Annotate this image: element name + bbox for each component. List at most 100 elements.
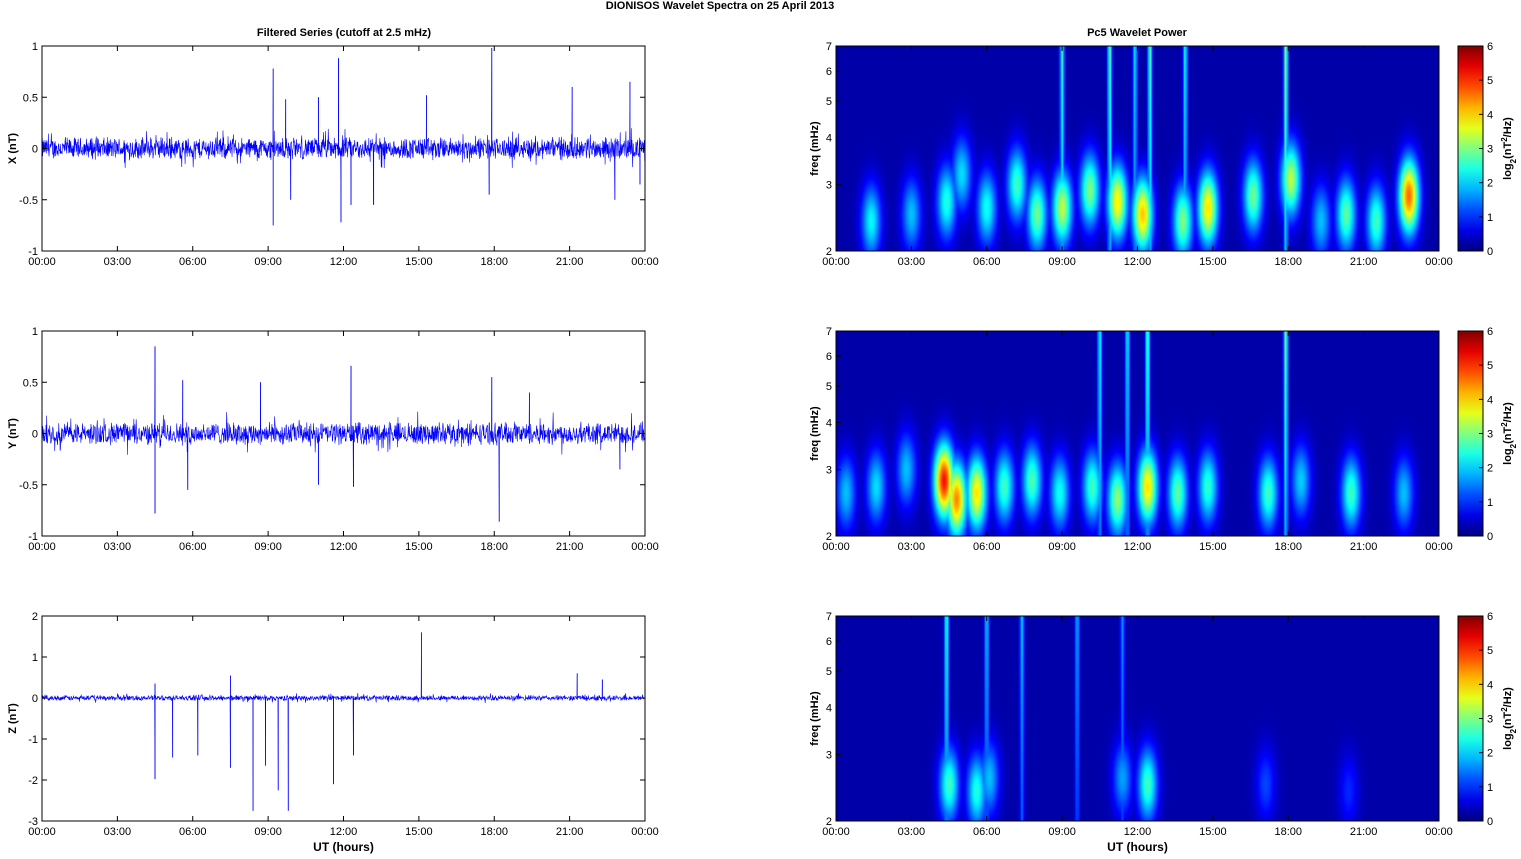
x-tick-label: 06:00 bbox=[179, 541, 207, 553]
x-tick-label: 09:00 bbox=[254, 256, 282, 268]
colorbar: 0 1 2 3 4 5 6 log2(nT2/Hz) bbox=[1457, 41, 1518, 258]
right-column-title: Pc5 Wavelet Power bbox=[1087, 27, 1188, 39]
x-tick-label: 21:00 bbox=[556, 541, 584, 553]
x-tick-label: 00:00 bbox=[28, 541, 56, 553]
x-tick-label: 15:00 bbox=[1199, 541, 1227, 553]
colorbar-gradient bbox=[1457, 615, 1484, 822]
colorbar: 0 1 2 3 4 5 6 log2(nT2/Hz) bbox=[1457, 326, 1518, 543]
series-panel-z: -3 -2 -1 0 1 2 00:00 03:00 06:00 09:00 12:00 15:00 1… bbox=[7, 611, 659, 854]
x-tick-label: 18:00 bbox=[1274, 256, 1302, 268]
x-tick-label: 06:00 bbox=[973, 826, 1001, 838]
y-tick-label: -0.5 bbox=[19, 195, 38, 207]
colorbar-tick-label: 1 bbox=[1487, 212, 1493, 224]
y-tick-label: -1 bbox=[28, 246, 38, 258]
x-tick-label: 09:00 bbox=[254, 541, 282, 553]
y-tick-label: 5 bbox=[826, 96, 832, 108]
series-panel-y: -1 -0.5 0 0.5 1 00:00 03:00 06:00 09:00 12:00 15:0… bbox=[7, 326, 659, 553]
y-axis-label: X (nT) bbox=[7, 133, 19, 164]
y-tick-label: 2 bbox=[32, 611, 38, 623]
x-tick-label: 15:00 bbox=[1199, 826, 1227, 838]
colorbar-gradient bbox=[1457, 330, 1484, 537]
x-axis-label: UT (hours) bbox=[313, 840, 374, 854]
y-tick-label: 0 bbox=[32, 429, 38, 441]
colorbar-tick-label: 0 bbox=[1487, 531, 1493, 543]
figure-title: DIONISOS Wavelet Spectra on 25 April 201… bbox=[606, 0, 834, 12]
y-tick-label: -0.5 bbox=[19, 480, 38, 492]
y-tick-label: 1 bbox=[32, 652, 38, 664]
y-tick-label: 7 bbox=[826, 326, 832, 338]
y-tick-label: 7 bbox=[826, 41, 832, 53]
x-tick-label: 09:00 bbox=[1048, 256, 1076, 268]
series-line-y bbox=[41, 346, 646, 522]
x-tick-label: 15:00 bbox=[1199, 256, 1227, 268]
y-tick-label: 4 bbox=[826, 133, 832, 145]
colorbar-label: log2(nT2/Hz) bbox=[1500, 117, 1518, 180]
colorbar-tick-label: 2 bbox=[1487, 463, 1493, 475]
y-tick-label: 3 bbox=[826, 750, 832, 762]
x-tick-label: 03:00 bbox=[104, 826, 132, 838]
y-axis-label: Z (nT) bbox=[7, 703, 19, 734]
colorbar-tick-label: 5 bbox=[1487, 75, 1493, 87]
colorbar-tick-label: 2 bbox=[1487, 178, 1493, 190]
colorbar-label: log2(nT2/Hz) bbox=[1500, 402, 1518, 465]
colorbar-tick-label: 3 bbox=[1487, 429, 1493, 441]
x-tick-label: 21:00 bbox=[1350, 826, 1378, 838]
x-tick-label: 18:00 bbox=[480, 256, 508, 268]
y-axis-label: freq (mHz) bbox=[809, 691, 821, 746]
x-tick-label: 03:00 bbox=[898, 256, 926, 268]
y-axis-label: Y (nT) bbox=[7, 418, 19, 449]
colorbar-tick-label: 3 bbox=[1487, 144, 1493, 156]
colorbar: 0 1 2 3 4 5 6 log2(nT2/Hz) bbox=[1457, 611, 1518, 828]
x-tick-label: 03:00 bbox=[104, 541, 132, 553]
x-tick-label: 00:00 bbox=[631, 541, 659, 553]
y-axis-label: freq (mHz) bbox=[809, 406, 821, 461]
y-tick-label: -2 bbox=[28, 775, 38, 787]
x-tick-label: 03:00 bbox=[104, 256, 132, 268]
x-tick-label: 00:00 bbox=[28, 256, 56, 268]
y-tick-label: 6 bbox=[826, 66, 832, 78]
colorbar-tick-label: 1 bbox=[1487, 497, 1493, 509]
y-tick-label: -1 bbox=[28, 734, 38, 746]
x-tick-label: 21:00 bbox=[1350, 541, 1378, 553]
y-tick-label: 7 bbox=[826, 611, 832, 623]
x-tick-label: 18:00 bbox=[1274, 826, 1302, 838]
plot-area bbox=[42, 616, 645, 821]
colorbar-tick-label: 5 bbox=[1487, 360, 1493, 372]
y-axis-label: freq (mHz) bbox=[809, 121, 821, 176]
y-tick-label: 4 bbox=[826, 703, 832, 715]
x-tick-label: 00:00 bbox=[1425, 256, 1453, 268]
y-tick-label: 2 bbox=[826, 246, 832, 258]
x-tick-label: 18:00 bbox=[1274, 541, 1302, 553]
x-tick-label: 00:00 bbox=[822, 256, 850, 268]
x-tick-label: 06:00 bbox=[973, 541, 1001, 553]
spectrum-panel-2: 2 3 4 5 6 7 00:00 03:00 06:00 09:00 12:00 15:00 18:0… bbox=[809, 326, 1518, 553]
series-line-x bbox=[41, 48, 646, 226]
wavelet-power-image bbox=[836, 616, 1439, 821]
y-tick-label: 5 bbox=[826, 666, 832, 678]
y-tick-label: 6 bbox=[826, 351, 832, 363]
x-tick-label: 21:00 bbox=[1350, 256, 1378, 268]
x-tick-label: 03:00 bbox=[898, 541, 926, 553]
panels: -1 -0.5 0 0.5 1 00:00 03:00 06:00 09:00 12:00 15:0… bbox=[7, 41, 1518, 854]
y-tick-label: 0 bbox=[32, 693, 38, 705]
x-tick-label: 12:00 bbox=[1124, 256, 1152, 268]
x-tick-label: 00:00 bbox=[631, 256, 659, 268]
x-tick-label: 06:00 bbox=[973, 256, 1001, 268]
y-tick-label: -1 bbox=[28, 531, 38, 543]
y-tick-label: 5 bbox=[826, 381, 832, 393]
x-tick-label: 21:00 bbox=[556, 256, 584, 268]
y-tick-label: 0.5 bbox=[23, 377, 38, 389]
x-tick-label: 18:00 bbox=[480, 541, 508, 553]
y-tick-label: 1 bbox=[32, 41, 38, 53]
colorbar-tick-label: 2 bbox=[1487, 748, 1493, 760]
x-tick-label: 00:00 bbox=[822, 826, 850, 838]
x-tick-label: 12:00 bbox=[1124, 541, 1152, 553]
wavelet-power-image bbox=[836, 46, 1439, 251]
x-tick-label: 00:00 bbox=[28, 826, 56, 838]
x-tick-label: 12:00 bbox=[330, 541, 358, 553]
x-tick-label: 12:00 bbox=[330, 256, 358, 268]
left-column-title: Filtered Series (cutoff at 2.5 mHz) bbox=[257, 27, 432, 39]
colorbar-tick-label: 4 bbox=[1487, 109, 1493, 121]
